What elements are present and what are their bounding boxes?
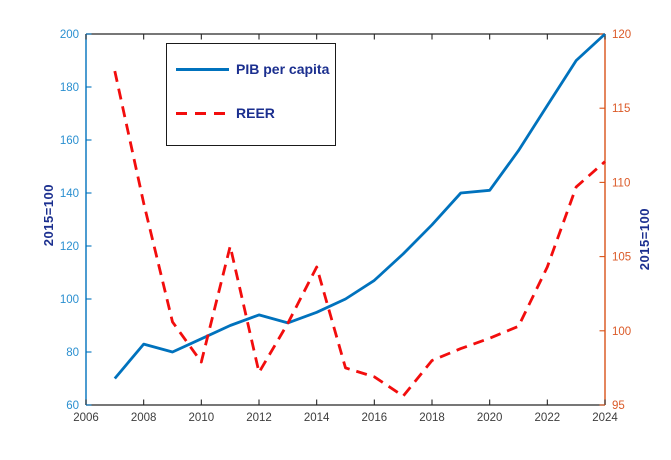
series-line-pib-per-capita [113, 32, 606, 380]
right-tick-label: 105 [612, 252, 631, 264]
legend-label-reer: REER [236, 105, 275, 121]
x-tick-label: 2012 [246, 412, 272, 424]
x-tick-label: 2020 [477, 412, 503, 424]
legend-item-pib-per-capita: PIB per capita [176, 59, 335, 79]
x-tick-label: 2006 [73, 412, 99, 424]
right-tick-label: 115 [612, 103, 630, 115]
x-tick-label: 2008 [131, 412, 157, 424]
left-tick-label: 140 [60, 188, 79, 200]
series-line-reer [113, 70, 606, 398]
left-tick-label: 120 [60, 241, 79, 253]
right-tick-label: 110 [612, 177, 630, 189]
left-tick-label: 160 [60, 135, 79, 147]
x-tick-label: 2018 [419, 412, 445, 424]
x-tick-label: 2022 [535, 412, 561, 424]
right-tick-label: 95 [612, 400, 625, 412]
left-tick-label: 100 [60, 294, 79, 306]
left-tick-label: 60 [66, 400, 79, 412]
x-tick-label: 2014 [304, 412, 330, 424]
legend-line-sample-solid [176, 67, 229, 71]
right-tick-label: 100 [612, 326, 631, 338]
legend-label-pib-per-capita: PIB per capita [236, 61, 330, 77]
left-axis-title: 2015=100 [41, 184, 56, 247]
legend: PIB per capita REER [166, 43, 336, 146]
legend-line-sample-dashed [176, 111, 229, 115]
x-tick-label: 2016 [362, 412, 388, 424]
right-axis-title: 2015=100 [637, 208, 652, 271]
left-tick-label: 80 [66, 347, 79, 359]
x-tick-label: 2024 [592, 412, 618, 424]
legend-item-reer: REER [176, 103, 335, 123]
x-tick-label: 2010 [189, 412, 215, 424]
right-tick-label: 120 [612, 29, 631, 41]
left-tick-label: 180 [60, 82, 79, 94]
left-tick-label: 200 [60, 29, 79, 41]
